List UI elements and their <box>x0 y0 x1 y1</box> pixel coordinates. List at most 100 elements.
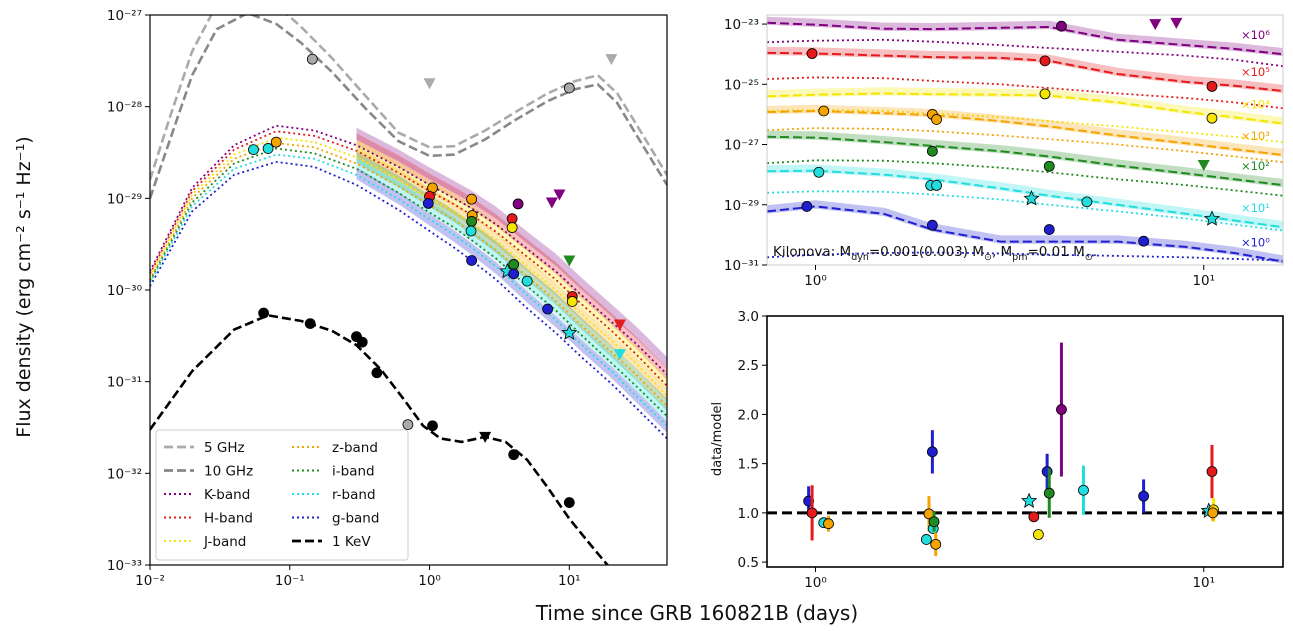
main-point-5-ghz <box>402 419 414 431</box>
shared-ylabel: Flux density (erg cm⁻² s⁻¹ Hz⁻¹) <box>13 136 35 437</box>
legend-label-h-band: H-band <box>204 511 253 527</box>
res-xtick-label: 10¹ <box>1192 575 1215 591</box>
kn-annot-sun1: ⊙ <box>984 252 992 263</box>
main-series-k-band <box>150 124 667 376</box>
main-point-1-kev <box>479 431 492 443</box>
main-point-z-band <box>466 193 478 205</box>
main-point-r-band <box>561 324 578 340</box>
res-g-band-point <box>926 446 938 458</box>
svg-text:Kilonova: Mdyn=0.001(0.003) M⊙: Kilonova: Mdyn=0.001(0.003) M⊙, Mpm=0.01… <box>773 244 1097 263</box>
res-h-band-point <box>1206 466 1218 477</box>
main-band-g-band <box>356 167 667 433</box>
main-band-h-band <box>356 133 667 381</box>
res-z-band-point <box>930 538 942 550</box>
kn-annot-sun2: ⊙ <box>1085 252 1093 263</box>
kn-k-band-model <box>767 21 1283 56</box>
main-plot-area <box>150 15 667 565</box>
kn-j-band-scale-label: ×10⁴ <box>1241 97 1270 111</box>
legend-label-1-kev: 1 KeV <box>332 534 371 550</box>
main-point-k-band <box>512 198 524 210</box>
residuals-panel: 10⁰ 10¹ 0.5 1.0 1.5 2.0 2.5 3.0 <box>738 309 1284 591</box>
kn-z-band-point <box>818 105 830 117</box>
kn-annot-comma: , M <box>992 244 1012 260</box>
main-ytick-label: 10⁻²⁷ <box>107 8 142 24</box>
kn-ytick-label: 10⁻²⁵ <box>724 77 759 93</box>
kn-i-band-point <box>1197 159 1210 171</box>
main-xtick-label: 10⁻² <box>135 573 165 589</box>
main-point-j-band <box>566 296 578 307</box>
kn-z-band-scale-label: ×10³ <box>1241 129 1270 143</box>
kn-r-band-point <box>1081 196 1093 208</box>
kn-i-band-model <box>767 135 1283 187</box>
main-band-j-band <box>356 139 667 391</box>
main-point-k-band <box>553 189 566 201</box>
kn-h-band-point <box>806 48 818 59</box>
kn-g-band-model <box>767 205 1283 263</box>
main-series-g-band <box>150 160 667 440</box>
kn-j-band-point <box>1039 88 1051 100</box>
main-point-1-kev <box>563 497 575 508</box>
res-k-band-point <box>1056 404 1067 415</box>
kn-g-band-point <box>926 219 938 231</box>
main-series-i-band <box>150 147 667 417</box>
main-ytick-label: 10⁻³³ <box>107 558 142 574</box>
main-point-1-kev <box>304 318 316 329</box>
main-series-5-ghz <box>150 15 667 180</box>
kn-r-band-point <box>1203 210 1221 226</box>
main-point-i-band <box>563 255 576 267</box>
main-point-r-band <box>465 225 477 237</box>
legend-label-z-band: z-band <box>332 440 378 456</box>
kilonova-panel: ×10⁶ ×10⁵ ×10⁴ ×10³ ×10² ×10¹ ×10⁰ 10⁰ 10¹ 10⁻²³ 1… <box>724 14 1284 289</box>
main-band-z-band <box>356 146 667 401</box>
kn-i-band-scale-label: ×10² <box>1241 159 1270 173</box>
main-xtick-label: 10⁻¹ <box>275 573 305 589</box>
kn-r-band-point <box>813 166 825 178</box>
main-point-k-band <box>545 197 558 209</box>
main-series-j-band <box>150 136 667 397</box>
kn-ytick-label: 10⁻³¹ <box>724 258 759 274</box>
kn-h-band-scale-label: ×10⁵ <box>1241 65 1270 79</box>
kn-g-band-band <box>767 200 1283 264</box>
kn-z-band-model <box>767 109 1283 156</box>
svg-text:data/model: data/model <box>710 402 725 476</box>
res-ytick-label: 1.0 <box>738 506 759 522</box>
kn-k-band-point <box>1170 17 1183 29</box>
kn-g-band-point <box>801 201 813 212</box>
res-ytick-label: 0.5 <box>738 555 759 571</box>
legend-label-i-band: i-band <box>332 464 375 480</box>
main-legend-box <box>155 429 409 561</box>
kn-h-band-point <box>1206 81 1218 92</box>
main-series-h-band <box>150 130 667 387</box>
main-point-i-band <box>466 216 478 227</box>
kn-plot-area: ×10⁶ ×10⁵ ×10⁴ ×10³ ×10² ×10¹ ×10⁰ <box>767 16 1283 264</box>
main-point-r-band <box>248 144 259 156</box>
main-ytick-label: 10⁻³² <box>107 466 142 482</box>
kn-j-band-band <box>767 87 1283 126</box>
main-series-r-band <box>150 153 667 427</box>
main-point-1-kev <box>258 307 270 319</box>
main-point-z-band <box>270 136 282 148</box>
residual-ylabel: data/model <box>710 402 725 476</box>
kilonova-annotation: Kilonova: Mdyn=0.001(0.003) M⊙, Mpm=0.01… <box>773 244 1097 263</box>
kn-r-band-model <box>767 169 1283 229</box>
main-point-1-kev <box>356 336 368 348</box>
res-ytick-label: 2.5 <box>738 358 759 374</box>
main-point-j-band <box>506 222 518 233</box>
main-legend: 5 GHz 10 GHz K-band H-band J-band z-band i-ban… <box>155 429 409 561</box>
main-point-1-kev <box>371 367 383 379</box>
res-ytick-label: 1.5 <box>738 457 759 473</box>
res-g-band-point <box>1138 490 1150 502</box>
legend-label-g-band: g-band <box>332 511 379 527</box>
legend-label-j-band: J-band <box>203 534 246 550</box>
kn-r-band-scale-label: ×10¹ <box>1241 201 1270 215</box>
legend-label-k-band: K-band <box>204 487 250 503</box>
kn-k-band-band <box>767 16 1283 57</box>
main-band-r-band <box>356 157 667 421</box>
main-point-1-kev <box>427 420 438 432</box>
res-ytick-label: 2.0 <box>738 407 759 423</box>
kn-h-band-band <box>767 46 1283 94</box>
kn-xtick-label: 10⁰ <box>804 273 827 289</box>
main-point-g-band <box>542 303 554 315</box>
main-point-5-ghz <box>423 78 436 90</box>
kn-annot-tail: =0.01 M <box>1027 244 1084 260</box>
